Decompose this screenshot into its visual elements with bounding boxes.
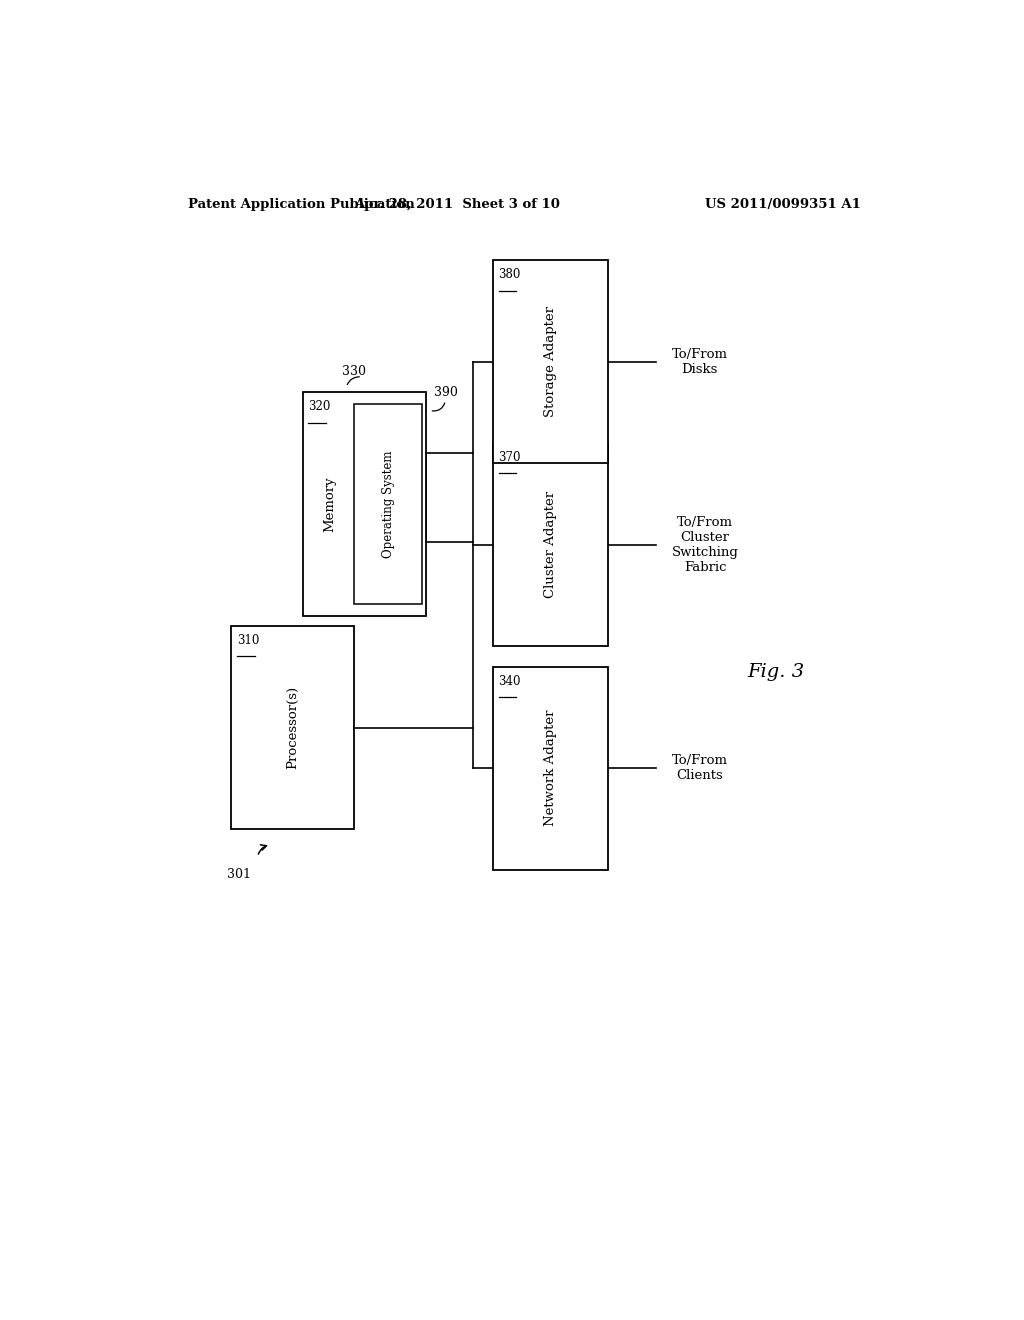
Text: 330: 330 xyxy=(342,366,367,379)
Text: Storage Adapter: Storage Adapter xyxy=(544,306,557,417)
Text: Operating System: Operating System xyxy=(382,450,394,558)
Text: Memory: Memory xyxy=(323,477,336,532)
Bar xyxy=(354,404,422,603)
Text: Patent Application Publication: Patent Application Publication xyxy=(187,198,415,211)
Text: 340: 340 xyxy=(499,675,521,688)
Bar xyxy=(231,626,354,829)
Bar xyxy=(303,392,426,615)
Text: 310: 310 xyxy=(237,634,259,647)
Text: 301: 301 xyxy=(227,869,251,882)
Text: Apr. 28, 2011  Sheet 3 of 10: Apr. 28, 2011 Sheet 3 of 10 xyxy=(354,198,560,211)
Text: 390: 390 xyxy=(433,385,458,399)
Text: Fig. 3: Fig. 3 xyxy=(748,663,804,681)
Bar xyxy=(494,444,608,647)
Text: 380: 380 xyxy=(499,268,521,281)
Text: 370: 370 xyxy=(499,451,521,465)
Bar xyxy=(494,260,608,463)
Text: To/From
Clients: To/From Clients xyxy=(672,754,728,783)
Text: To/From
Cluster
Switching
Fabric: To/From Cluster Switching Fabric xyxy=(672,516,738,574)
Text: 320: 320 xyxy=(308,400,331,413)
Text: Cluster Adapter: Cluster Adapter xyxy=(544,491,557,598)
Text: To/From
Disks: To/From Disks xyxy=(672,347,728,376)
Text: Processor(s): Processor(s) xyxy=(286,686,299,770)
Bar xyxy=(494,667,608,870)
Text: US 2011/0099351 A1: US 2011/0099351 A1 xyxy=(705,198,860,211)
Text: Network Adapter: Network Adapter xyxy=(544,710,557,826)
